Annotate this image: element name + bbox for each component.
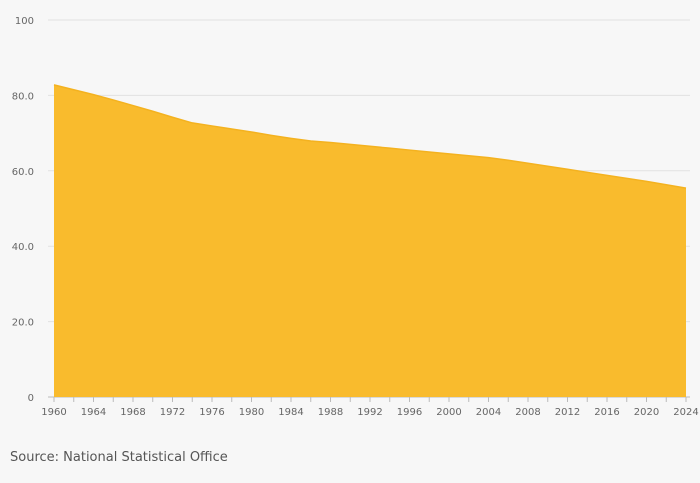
data-point <box>290 137 293 140</box>
x-tick-label: 1992 <box>357 407 382 418</box>
data-point <box>527 162 530 165</box>
x-tick-label: 2012 <box>555 407 580 418</box>
data-point <box>270 134 273 137</box>
data-point <box>329 141 332 144</box>
data-point <box>546 165 549 168</box>
x-tick-label: 1964 <box>81 407 106 418</box>
x-tick-label: 2000 <box>436 407 461 418</box>
area-chart: 0 20.0 40.0 60.0 80.0 100 1960 1964 1968 1972 1976… <box>12 16 699 418</box>
data-point <box>685 187 688 190</box>
data-point <box>487 156 490 159</box>
data-point <box>606 174 609 177</box>
data-point <box>467 154 470 157</box>
x-tick-label: 1984 <box>278 407 303 418</box>
source-note: Source: National Statistical Office <box>10 450 228 465</box>
data-point <box>369 145 372 148</box>
data-point <box>408 149 411 152</box>
data-point <box>151 110 154 113</box>
data-point <box>349 143 352 146</box>
x-tick-label: 1972 <box>160 407 185 418</box>
data-point <box>112 98 115 101</box>
x-tick-label: 2004 <box>476 407 501 418</box>
y-tick-label: 0 <box>28 393 34 404</box>
data-point <box>250 130 253 133</box>
data-point <box>92 93 95 96</box>
data-point <box>53 83 56 86</box>
data-point <box>191 121 194 124</box>
x-tick-label: 2016 <box>594 407 619 418</box>
data-point <box>625 177 628 180</box>
data-point <box>586 171 589 174</box>
y-tick-label: 80.0 <box>12 91 34 102</box>
x-tick-label: 1988 <box>318 407 343 418</box>
y-tick-label: 100 <box>15 16 34 27</box>
series-line <box>53 84 687 189</box>
x-tick-label: 2008 <box>515 407 540 418</box>
data-point <box>309 140 312 143</box>
data-point <box>388 147 391 150</box>
data-point <box>230 127 233 130</box>
data-point <box>171 116 174 119</box>
x-tick-label: 1960 <box>41 407 66 418</box>
data-point <box>428 150 431 153</box>
data-point <box>448 152 451 155</box>
area-series <box>54 84 686 398</box>
data-point <box>72 88 75 91</box>
y-tick-label: 60.0 <box>12 167 34 178</box>
x-tick-label: 1996 <box>397 407 422 418</box>
y-tick-label: 20.0 <box>12 318 34 329</box>
x-tick-label: 1980 <box>239 407 264 418</box>
data-point <box>507 159 510 162</box>
x-tick-label: 2020 <box>634 407 659 418</box>
y-tick-label: 40.0 <box>12 242 34 253</box>
data-point <box>132 104 135 107</box>
data-point <box>645 180 648 183</box>
x-tick-label: 2024 <box>673 407 698 418</box>
data-point <box>665 183 668 186</box>
x-tick-label: 1976 <box>199 407 224 418</box>
x-tick-label: 1968 <box>120 407 145 418</box>
data-point <box>211 124 214 127</box>
data-point <box>566 168 569 171</box>
